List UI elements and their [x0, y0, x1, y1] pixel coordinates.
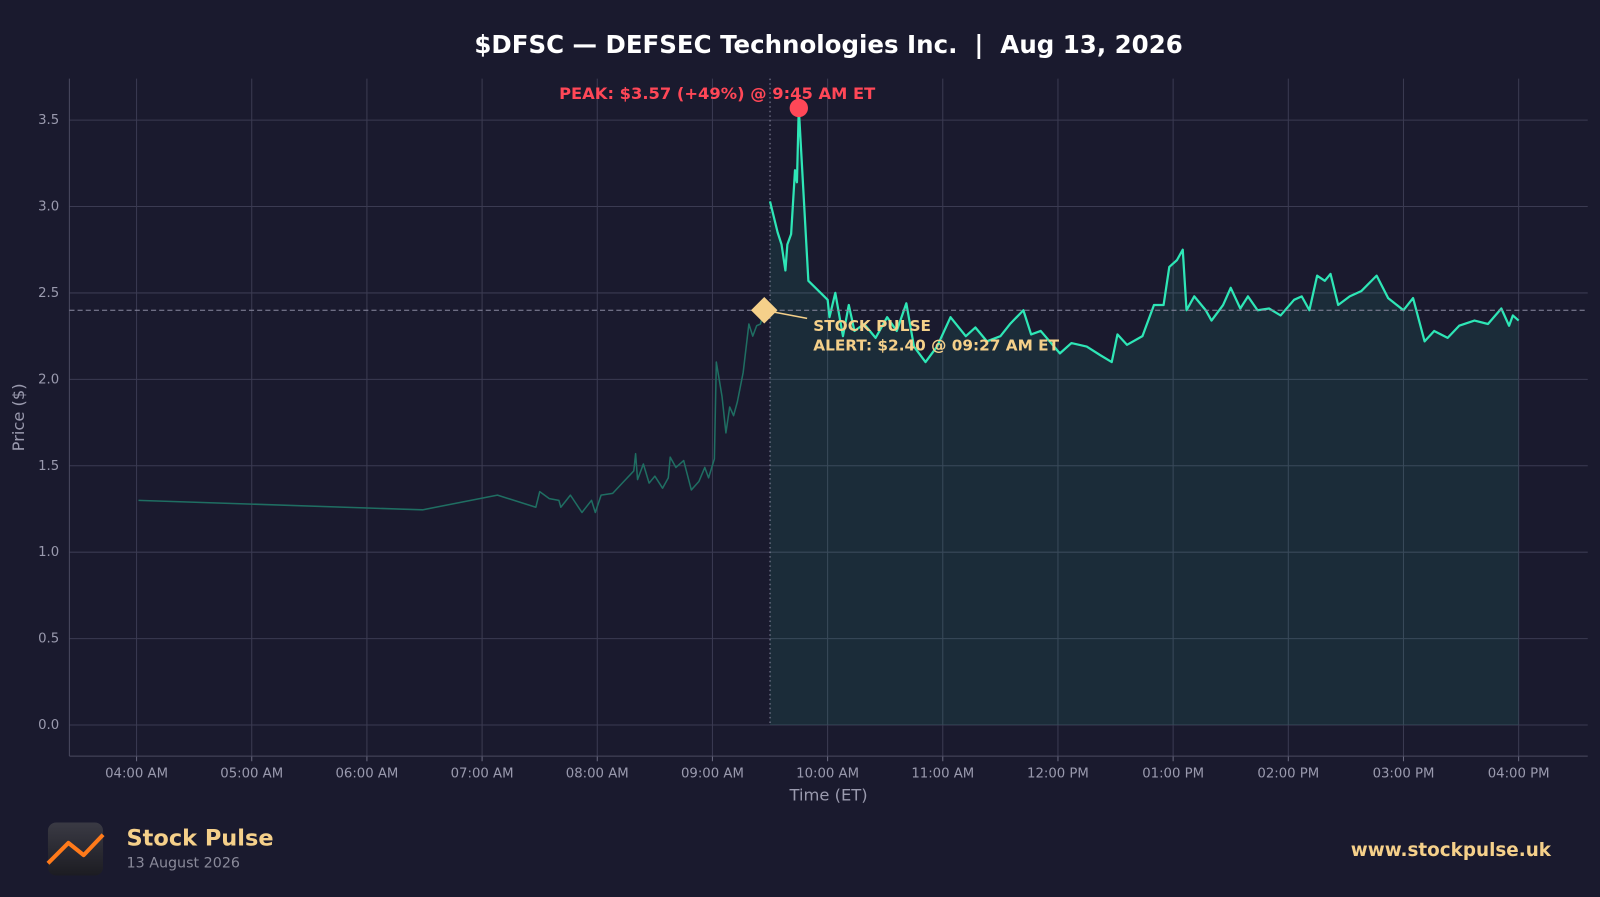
- brand: Stock Pulse: [127, 825, 274, 851]
- x-tick-label: 04:00 AM: [105, 767, 168, 782]
- x-tick-label: 08:00 AM: [566, 767, 629, 782]
- logo-line: [46, 833, 105, 865]
- footer-url: www.stockpulse.uk: [1351, 840, 1552, 861]
- y-tick-label: 0.5: [38, 632, 59, 647]
- x-tick-label: 01:00 PM: [1142, 767, 1204, 782]
- area: [770, 107, 1519, 726]
- x-tick-label: 04:00 PM: [1488, 767, 1550, 782]
- y-tick-label: 2.5: [38, 286, 59, 301]
- y-tick-label: 2.0: [38, 372, 59, 387]
- peak-marker: [789, 98, 809, 118]
- alert-label: STOCK PULSE: [813, 317, 931, 335]
- x-tick-label: 12:00 PM: [1027, 767, 1089, 782]
- x-tick-label: 02:00 PM: [1257, 767, 1319, 782]
- x-axis-label: Time (ET): [789, 785, 868, 804]
- logo: [46, 822, 105, 876]
- y-tick-label: 1.5: [38, 459, 59, 474]
- x-tick-label: 07:00 AM: [451, 767, 514, 782]
- chart-title: $DFSC — DEFSEC Technologies Inc. | Aug 1…: [474, 30, 1182, 59]
- premarket-line: [138, 310, 766, 514]
- alert-label: ALERT: $2.40 @ 09:27 AM ET: [813, 336, 1059, 354]
- x-tick-label: 05:00 AM: [220, 767, 283, 782]
- y-tick-label: 0.0: [38, 718, 59, 733]
- x-tick-label: 06:00 AM: [335, 767, 398, 782]
- x-tick-label: 03:00 PM: [1373, 767, 1435, 782]
- price-line: [768, 106, 1520, 364]
- y-axis-label: Price ($): [9, 383, 28, 451]
- y-tick-label: 1.0: [38, 545, 59, 560]
- x-tick-label: 09:00 AM: [681, 767, 744, 782]
- x-tick-label: 11:00 AM: [911, 767, 974, 782]
- footer-date: 13 August 2026: [127, 855, 240, 871]
- y-tick-label: 3.5: [38, 113, 59, 128]
- plot: 0.0 0.5 1.0 1.5 2.0 2.5 3.0 3.5 04:00 AM 05:00 AM…: [38, 78, 1588, 782]
- peak-label: PEAK: $3.57 (+49%) @ 9:45 AM ET: [559, 84, 876, 103]
- y-tick-label: 3.0: [38, 200, 59, 215]
- x-tick-label: 10:00 AM: [796, 767, 859, 782]
